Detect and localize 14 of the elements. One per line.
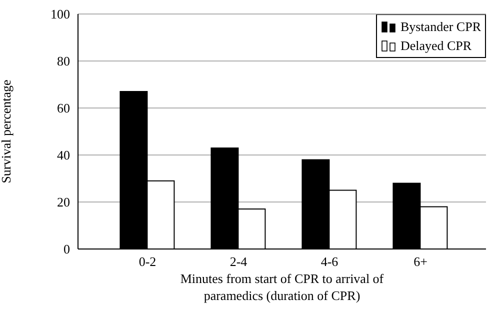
legend-label: Delayed CPR: [400, 37, 472, 55]
x-tick-label: 4-6: [320, 254, 339, 270]
x-tick-label: 6+: [414, 254, 428, 270]
y-tick-label: 40: [57, 148, 70, 163]
x-axis-title: Minutes from start of CPR to arrival of paramedics (duration of CPR): [180, 271, 384, 303]
y-tick-label: 60: [57, 100, 70, 116]
y-tick-label: 80: [57, 54, 70, 69]
y-axis-title: Survival percentage: [0, 79, 14, 184]
x-tick-label: 0-2: [138, 254, 156, 270]
legend-label: Bystander CPR: [400, 18, 481, 36]
y-tick-label: 100: [50, 6, 70, 22]
y-tick-label: 0: [64, 242, 70, 257]
x-tick-label: 2-4: [230, 254, 248, 270]
y-tick-label: 20: [57, 194, 70, 210]
